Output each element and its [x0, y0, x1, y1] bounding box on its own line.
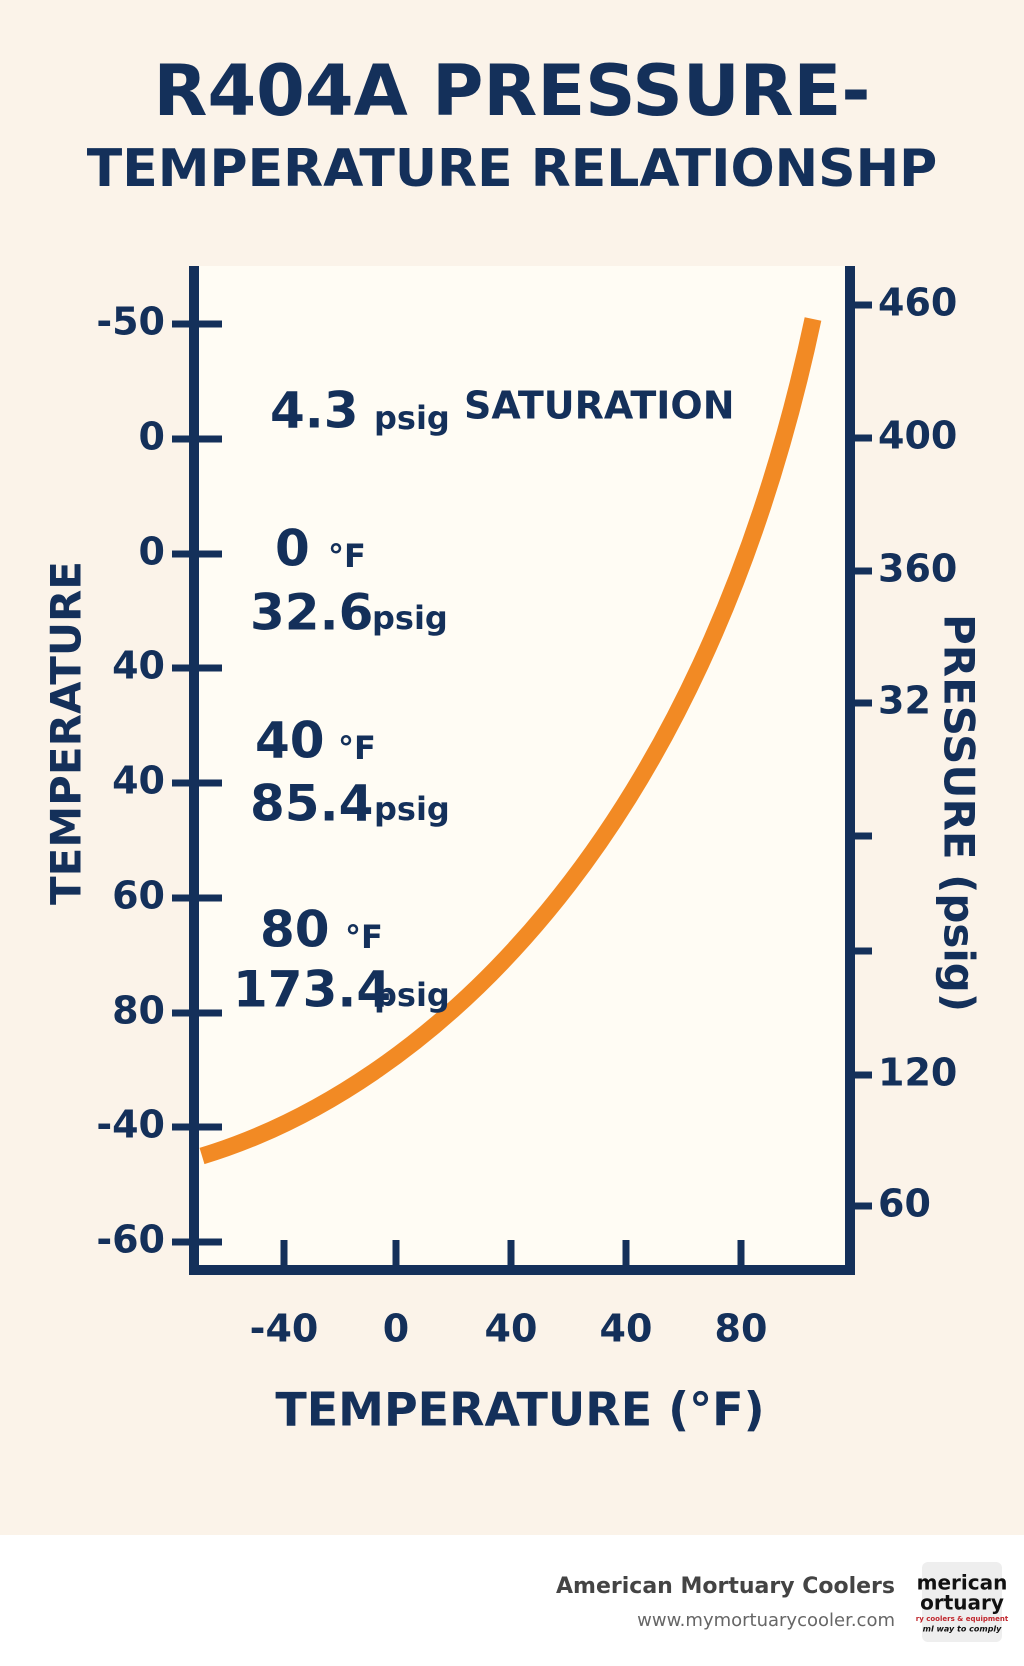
axes: [189, 266, 855, 1275]
y-tick-label: -40: [96, 1103, 165, 1147]
annotation-temp: 40: [255, 712, 325, 770]
annotation-value: 4.3: [270, 382, 359, 440]
right-axis-title: PRESSURE (psig): [935, 614, 984, 1012]
logo-text: ml way to comply: [923, 1625, 1003, 1634]
annotation-unit: psig: [374, 790, 450, 828]
x-tick-label: 40: [485, 1307, 538, 1351]
annotation-label: SATURATION: [464, 384, 735, 428]
y-tick-label: 0: [139, 530, 165, 574]
annotation-temp-unit: °F: [338, 729, 376, 767]
x-tick-label: 0: [383, 1307, 409, 1351]
annotation-temp: 80: [260, 901, 330, 959]
logo-text: ry coolers & equipment: [916, 1615, 1009, 1623]
annotation-temp-unit: °F: [328, 537, 366, 575]
y2-tick-label: 60: [878, 1182, 931, 1226]
left-axis-title: TEMPERATURE: [42, 561, 91, 905]
x-tick-label: 80: [715, 1307, 768, 1351]
y2-tick-label: 460: [878, 281, 957, 325]
annotation-temp-unit: °F: [345, 918, 383, 956]
x-axis-title: TEMPERATURE (°F): [275, 1383, 764, 1437]
y2-tick-label: 400: [878, 414, 957, 458]
y-tick-label: 60: [112, 874, 165, 918]
x-tick-label: 40: [600, 1307, 653, 1351]
footer: [0, 1535, 1024, 1666]
annotation-unit: psig: [372, 599, 448, 637]
y-tick-label: 0: [139, 415, 165, 459]
title-line2: TEMPERATURE RELATIONSHP: [87, 139, 938, 199]
y-tick-label: -60: [96, 1218, 165, 1262]
annotation-unit: psig: [374, 976, 450, 1014]
annotation-temp: 0: [275, 520, 310, 578]
annotation-value: 173.4: [233, 961, 391, 1019]
y-tick-label: 80: [112, 989, 165, 1033]
annotation-unit: psig: [374, 399, 450, 437]
title-line1: R404A PRESSURE-: [154, 50, 871, 132]
annotation-value: 32.6: [250, 584, 373, 642]
logo-box: [922, 1562, 1002, 1642]
plot-area: [194, 266, 850, 1270]
y2-tick-label: 120: [878, 1051, 957, 1095]
logo-text: merican: [917, 1571, 1008, 1595]
curve: [199, 317, 822, 1165]
y-tick-label: -50: [96, 300, 165, 344]
x-tick-label: -40: [250, 1307, 319, 1351]
footer-url: www.mymortuarycooler.com: [637, 1610, 895, 1631]
y-tick-label: 40: [112, 644, 165, 688]
y2-tick-label: 32: [878, 679, 931, 723]
footer-brand: American Mortuary Coolers: [556, 1574, 895, 1599]
logo-text: ortuary: [920, 1591, 1004, 1615]
y-tick-label: 40: [112, 759, 165, 803]
y2-tick-label: 360: [878, 547, 957, 591]
annotation-value: 85.4: [250, 775, 373, 833]
